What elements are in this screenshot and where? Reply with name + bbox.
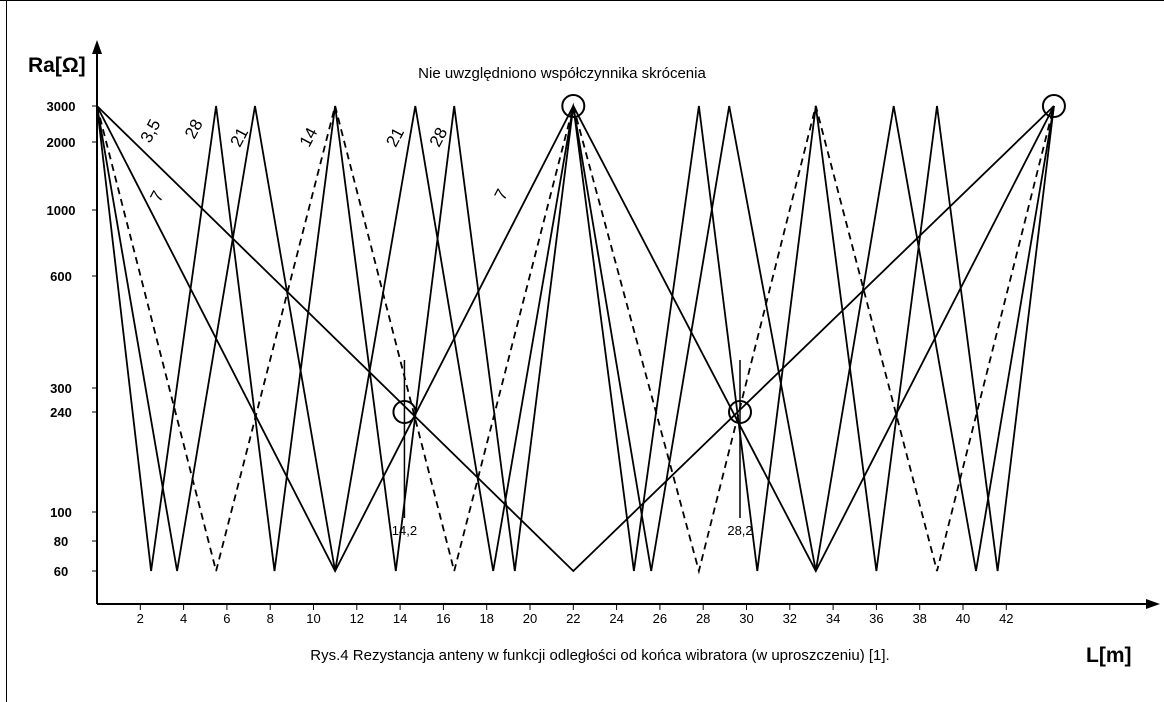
series-label: 7 [491, 186, 512, 203]
ticks-layer: 2 4 6 8 10 12 14 16 18 20 22 24 26 28 30 32 34 36 38 40 4260… [47, 99, 1014, 626]
marker-label: 14,2 [392, 523, 417, 538]
marker-layer: 14,2 28,2 [392, 94, 1066, 538]
y-tick-label: 80 [54, 534, 68, 549]
x-tick-label: 34 [826, 611, 840, 626]
x-tick-label: 16 [436, 611, 450, 626]
series-line-14-m [96, 102, 1055, 575]
x-tick-label: 20 [523, 611, 537, 626]
x-tick-label: 36 [869, 611, 883, 626]
y-axis-arrow-icon [92, 40, 102, 54]
x-tick-label: 26 [653, 611, 667, 626]
chart-title: Nie uwzględniono współczynnika skrócenia [418, 65, 706, 82]
x-tick-label: 32 [783, 611, 797, 626]
x-tick-label: 10 [306, 611, 320, 626]
x-axis-arrow-icon [1146, 599, 1160, 609]
x-axis-label: L[m] [1086, 644, 1132, 667]
series-label: 7 [146, 188, 167, 205]
figure-caption: Rys.4 Rezystancja anteny w funkcji odleg… [310, 647, 889, 664]
y-tick-label: 1000 [47, 203, 76, 218]
series-line-21-m [96, 105, 1055, 572]
x-tick-label: 8 [267, 611, 274, 626]
y-tick-label: 100 [50, 505, 72, 520]
marker-label: 28,2 [727, 523, 752, 538]
highlight-circle [1041, 94, 1066, 118]
y-tick-label: 3000 [47, 99, 76, 114]
y-tick-label: 600 [50, 269, 72, 284]
x-tick-label: 42 [999, 611, 1013, 626]
series-line-3-5-m [96, 105, 1055, 573]
x-tick-label: 30 [739, 611, 753, 626]
y-tick-label: 300 [50, 381, 72, 396]
x-tick-label: 28 [696, 611, 710, 626]
x-tick-label: 24 [609, 611, 623, 626]
series-label: 14 [296, 124, 322, 150]
y-axis-label: Ra[Ω] [28, 54, 86, 77]
series-label: 28 [426, 124, 452, 150]
x-tick-label: 40 [956, 611, 970, 626]
x-tick-label: 14 [393, 611, 407, 626]
x-tick-label: 18 [479, 611, 493, 626]
series-label: 28 [181, 116, 207, 142]
series-label: 3,5 [137, 116, 165, 146]
x-tick-label: 2 [137, 611, 144, 626]
x-tick-label: 38 [912, 611, 926, 626]
series-line-7-m [96, 104, 1055, 573]
x-tick-label: 22 [566, 611, 580, 626]
highlight-circle [728, 400, 753, 424]
x-tick-label: 6 [223, 611, 230, 626]
y-tick-label: 2000 [47, 135, 76, 150]
axes-layer [92, 40, 1160, 609]
x-tick-label: 12 [350, 611, 364, 626]
series-line-28-m [96, 105, 1055, 572]
y-tick-label: 60 [54, 564, 68, 579]
highlight-circle [561, 94, 586, 118]
series-layer [96, 102, 1055, 575]
series-label: 21 [382, 124, 408, 150]
highlight-circle [392, 400, 417, 424]
x-tick-label: 4 [180, 611, 187, 626]
y-tick-label: 240 [50, 405, 72, 420]
